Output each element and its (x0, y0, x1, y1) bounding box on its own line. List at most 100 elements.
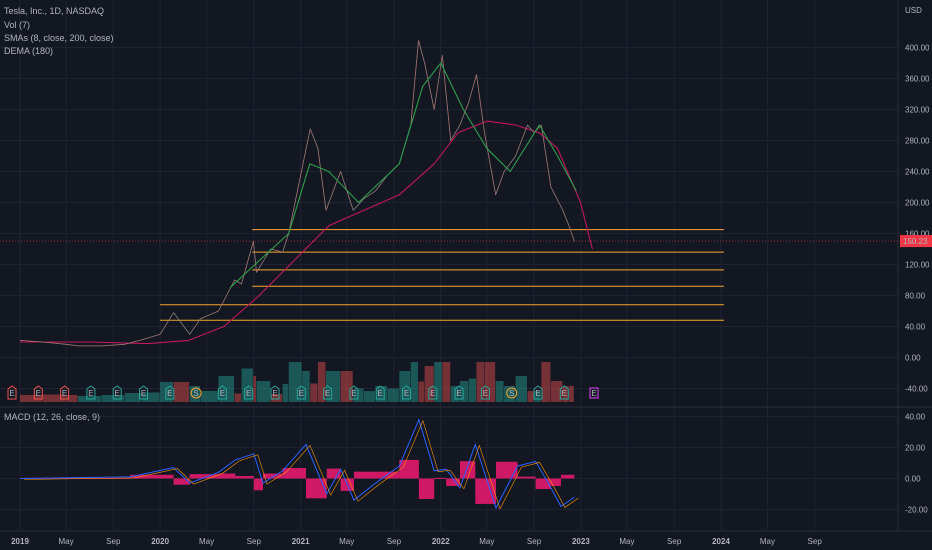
macd-histogram-bar (475, 478, 497, 504)
volume-bar (550, 381, 563, 402)
volume-bar (310, 383, 318, 402)
event-letter: E (562, 389, 567, 398)
event-letter: E (404, 389, 409, 398)
event-letter: E (36, 389, 41, 398)
volume-bar (410, 362, 418, 402)
earnings-event-marker (217, 385, 227, 400)
earnings-event-icon[interactable]: E (217, 385, 227, 400)
time-tick-label: May (760, 537, 775, 546)
time-tick-label: 2022 (432, 537, 450, 546)
price-tick-label: 40.00 (905, 323, 926, 332)
earnings-event-marker (60, 385, 70, 400)
earnings-event-marker (480, 385, 490, 400)
earnings-event-icon[interactable]: E (165, 385, 175, 400)
volume-bar (241, 368, 253, 402)
time-tick-label: 2024 (712, 537, 730, 546)
event-letter: E (141, 389, 146, 398)
volume-bar (562, 386, 569, 402)
event-letter: E (115, 389, 120, 398)
earnings-event-icon[interactable]: E (112, 385, 122, 400)
macd-pane[interactable] (19, 418, 579, 510)
macd-line (19, 418, 575, 510)
event-letter: E (62, 389, 67, 398)
split-event-icon[interactable]: S (190, 387, 202, 399)
macd-tick-label: 0.00 (905, 475, 921, 484)
volume-bar (253, 376, 256, 402)
macd-signal-line (23, 419, 579, 510)
volume-bar (459, 381, 469, 402)
price-tick-label: -40.00 (905, 385, 928, 394)
volume-bar (363, 391, 375, 402)
earnings-event-icon[interactable]: E (60, 385, 70, 400)
earnings-event-icon[interactable]: E (375, 385, 385, 400)
earnings-event-icon[interactable]: E (296, 385, 306, 400)
sma-indicator-label[interactable]: SMAs (8, close, 200, close) (4, 33, 114, 43)
price-axis[interactable]: 400.00 360.00 320.00 280.00 240.00 200.00 160.… (900, 44, 932, 515)
macd-histogram-bar (20, 477, 131, 479)
earnings-event-icon[interactable]: E (428, 385, 438, 400)
volume-bar (173, 382, 190, 402)
earnings-event-icon[interactable]: E (139, 385, 148, 400)
symbol-title[interactable]: Tesla, Inc., 1D, NASDAQ (4, 6, 105, 16)
time-tick-label: May (619, 537, 634, 546)
split-event-icon[interactable]: S (506, 387, 518, 399)
last-price-label: 150.23 (903, 237, 928, 246)
earnings-event-marker (454, 385, 464, 400)
event-letter: E (88, 389, 93, 398)
volume-bar (484, 362, 496, 402)
earnings-event-icon[interactable]: E (349, 385, 359, 400)
earnings-event-icon[interactable]: E (454, 385, 464, 400)
macd-histogram-bar (326, 468, 341, 479)
volume-bar (317, 362, 326, 402)
volume-bar (288, 362, 302, 402)
volume-bar (442, 362, 451, 402)
time-tick-label: 2019 (11, 537, 29, 546)
volume-bar (256, 381, 271, 402)
event-letter: E (456, 389, 461, 398)
time-tick-label: Sep (808, 537, 823, 546)
earnings-event-icon[interactable]: E (323, 385, 333, 400)
macd-indicator-label[interactable]: MACD (12, 26, close, 9) (4, 412, 101, 422)
earnings-event-icon[interactable]: E (559, 385, 569, 400)
earnings-event-icon[interactable]: E (7, 385, 17, 400)
time-tick-label: May (479, 537, 494, 546)
sma-200-line (20, 120, 593, 345)
price-series[interactable] (19, 40, 593, 347)
price-tick-label: 400.00 (905, 44, 930, 53)
earnings-event-icon[interactable]: E (244, 385, 254, 400)
macd-histogram-bar (173, 478, 190, 485)
price-tick-label: 120.00 (905, 261, 930, 270)
earnings-event-icon[interactable]: E (33, 385, 43, 400)
time-tick-label: May (199, 537, 214, 546)
earnings-event-marker (296, 385, 306, 400)
macd-histogram-bar (253, 478, 264, 491)
earnings-event-icon[interactable]: E (270, 385, 280, 400)
price-tick-label: 320.00 (905, 106, 930, 115)
dema-indicator-label[interactable]: DEMA (180) (4, 46, 54, 56)
earnings-event-icon[interactable]: E (533, 385, 543, 400)
macd-histogram-bar (496, 461, 518, 479)
volume-bar (515, 376, 528, 402)
event-letter: E (272, 389, 277, 398)
macd-histogram-bar (263, 473, 283, 479)
split-event-marker (190, 387, 202, 399)
event-letter: E (167, 389, 172, 398)
time-axis[interactable]: 2019 May Sep 2020 May Sep 2021 May Sep 2022 May Sep… (11, 537, 822, 546)
macd-histogram-bar (235, 476, 254, 479)
earnings-event-marker (33, 385, 43, 400)
support-resistance-lines[interactable] (0, 229, 898, 321)
volume-indicator-label[interactable]: Vol (7) (4, 20, 31, 30)
macd-histogram-bar (399, 459, 419, 479)
earnings-event-icon[interactable]: E (480, 385, 490, 400)
earnings-event-marker (165, 385, 175, 400)
earnings-event-icon[interactable]: E (86, 385, 96, 400)
time-tick-label: May (59, 537, 74, 546)
time-tick-label: 2023 (572, 537, 590, 546)
price-tick-label: 360.00 (905, 75, 930, 84)
volume-bar (434, 362, 442, 402)
earnings-event-icon[interactable]: E (402, 385, 411, 400)
event-letter: E (430, 389, 435, 398)
